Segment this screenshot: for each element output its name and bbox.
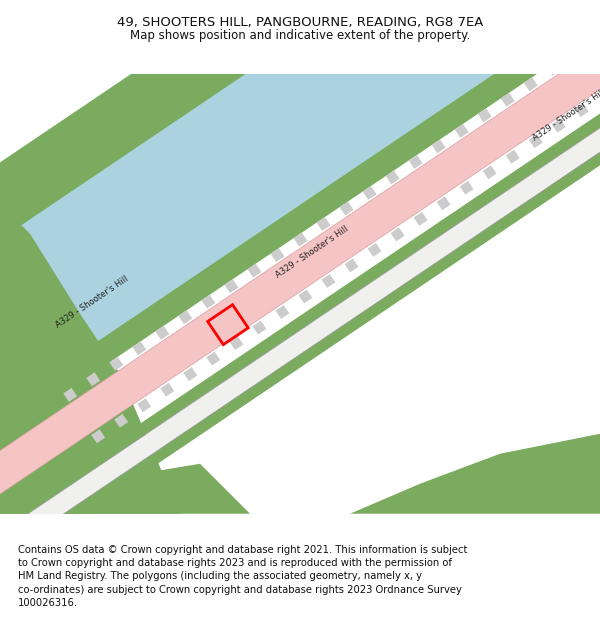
Polygon shape <box>298 289 313 304</box>
Polygon shape <box>248 264 262 278</box>
Polygon shape <box>344 259 358 272</box>
Polygon shape <box>437 196 451 210</box>
Polygon shape <box>0 0 600 474</box>
Polygon shape <box>0 434 250 514</box>
Polygon shape <box>206 352 220 366</box>
Text: Map shows position and indicative extent of the property.: Map shows position and indicative extent… <box>130 29 470 42</box>
Polygon shape <box>409 155 422 169</box>
Polygon shape <box>137 398 151 412</box>
Text: A329 - Shooter's Hill: A329 - Shooter's Hill <box>531 88 600 142</box>
Text: Contains OS data © Crown copyright and database right 2021. This information is : Contains OS data © Crown copyright and d… <box>18 545 467 608</box>
Polygon shape <box>432 139 446 153</box>
Polygon shape <box>86 372 100 386</box>
Polygon shape <box>229 336 243 350</box>
Polygon shape <box>386 171 400 184</box>
Polygon shape <box>547 62 561 76</box>
Polygon shape <box>322 274 335 288</box>
Polygon shape <box>575 103 589 117</box>
Polygon shape <box>340 201 353 216</box>
Polygon shape <box>275 305 289 319</box>
Polygon shape <box>184 368 197 381</box>
Polygon shape <box>271 248 284 262</box>
Polygon shape <box>0 0 600 541</box>
Polygon shape <box>455 124 469 138</box>
Polygon shape <box>114 414 128 428</box>
Polygon shape <box>478 108 491 122</box>
Text: 49, SHOOTERS HILL, PANGBOURNE, READING, RG8 7EA: 49, SHOOTERS HILL, PANGBOURNE, READING, … <box>117 16 483 29</box>
Polygon shape <box>391 228 404 241</box>
Polygon shape <box>160 382 174 397</box>
Polygon shape <box>155 326 169 339</box>
Polygon shape <box>63 388 77 402</box>
Polygon shape <box>350 434 600 514</box>
Polygon shape <box>552 119 566 132</box>
Polygon shape <box>368 243 382 257</box>
Polygon shape <box>0 0 600 558</box>
Polygon shape <box>362 186 377 200</box>
Polygon shape <box>202 295 215 309</box>
Text: A329 - Shooter's Hill: A329 - Shooter's Hill <box>54 274 130 329</box>
Polygon shape <box>0 204 180 514</box>
Polygon shape <box>178 310 192 324</box>
Polygon shape <box>0 0 600 514</box>
Polygon shape <box>0 0 600 567</box>
Polygon shape <box>133 341 146 355</box>
Polygon shape <box>91 429 105 443</box>
Polygon shape <box>0 0 600 458</box>
Polygon shape <box>524 78 538 91</box>
Polygon shape <box>460 181 473 195</box>
Polygon shape <box>317 217 331 231</box>
Polygon shape <box>529 134 542 148</box>
Polygon shape <box>253 321 266 334</box>
Polygon shape <box>506 150 520 164</box>
Polygon shape <box>413 212 428 226</box>
Polygon shape <box>501 92 515 107</box>
Polygon shape <box>224 279 238 293</box>
Polygon shape <box>293 232 307 246</box>
Polygon shape <box>130 0 600 48</box>
Polygon shape <box>0 0 600 339</box>
Text: A329 - Shooter's Hill: A329 - Shooter's Hill <box>274 225 350 280</box>
Polygon shape <box>483 165 497 179</box>
Polygon shape <box>109 357 123 371</box>
